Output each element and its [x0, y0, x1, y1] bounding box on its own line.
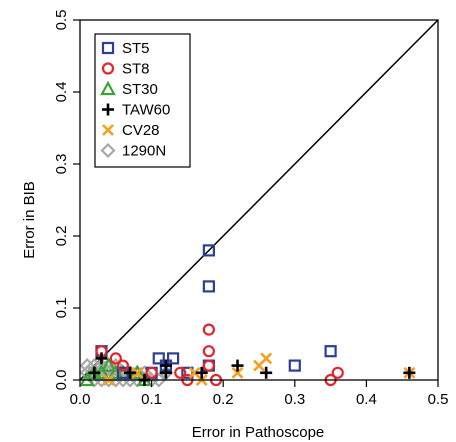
legend-item-st30: ST30	[100, 80, 158, 98]
x-tick-label: 0.4	[356, 391, 377, 408]
x-tick-label: 0.2	[213, 391, 234, 408]
plot-area	[79, 19, 439, 388]
x-tick-label: 0.0	[70, 391, 91, 408]
data-point	[202, 345, 215, 358]
legend-item-cv28: CV28	[102, 122, 160, 139]
data-point	[145, 366, 158, 379]
series-st5	[95, 244, 337, 379]
series-cv28	[102, 352, 416, 386]
legend-label: ST5	[122, 40, 150, 57]
legend-marker	[102, 124, 114, 136]
data-point	[231, 359, 244, 372]
data-point	[166, 352, 180, 365]
x-axis-title: Error in Pathoscope	[192, 424, 325, 441]
legend-item-st8: ST8	[101, 61, 150, 78]
data-point	[260, 366, 273, 379]
axes: 0.0 0.1 0.2 0.3 0.4 0.5 0.0 0.1 0.2 0.3 0.4 0.5	[53, 10, 448, 408]
legend-marker	[101, 62, 115, 75]
legend-box	[94, 33, 191, 168]
y-tick-label: 0.1	[53, 298, 70, 319]
y-tick-label: 0.3	[53, 154, 70, 175]
legend-label: TAW60	[122, 102, 170, 119]
y-tick-label: 0.4	[53, 82, 70, 103]
data-point	[181, 366, 194, 379]
data-point	[202, 359, 215, 372]
plot-frame	[79, 19, 439, 381]
x-tick-label: 0.3	[284, 391, 305, 408]
data-point	[403, 366, 416, 379]
y-tick-label: 0.2	[53, 226, 70, 247]
legend-label: ST8	[122, 61, 150, 78]
reference-line	[79, 19, 439, 381]
data-point	[131, 366, 144, 379]
legend-marker	[101, 41, 115, 55]
x-tick-label: 0.1	[141, 391, 162, 408]
data-point	[202, 323, 215, 336]
data-point	[324, 345, 337, 358]
data-point	[331, 366, 344, 379]
legend-marker	[102, 103, 114, 116]
y-axis-title: Error in BIB	[21, 181, 38, 259]
data-point	[95, 352, 108, 365]
x-tick-label: 0.5	[428, 391, 449, 408]
legend-item-taw60: TAW60	[102, 102, 170, 119]
legend-marker	[100, 80, 116, 96]
data-point	[202, 280, 215, 293]
legend-label: 1290N	[122, 143, 166, 160]
data-point	[109, 352, 122, 365]
data-point	[100, 357, 117, 372]
legend-marker	[100, 142, 116, 159]
data-point	[202, 244, 215, 257]
data-point	[152, 352, 165, 365]
series-taw60	[88, 352, 416, 386]
data-point	[174, 366, 187, 379]
data-point	[195, 366, 208, 379]
y-tick-label: 0.5	[53, 10, 70, 31]
data-point	[260, 352, 273, 365]
legend-label: ST30	[122, 81, 158, 98]
y-tick-label: 0.0	[53, 370, 70, 391]
legend-label: CV28	[122, 122, 160, 139]
legend-item-st5: ST5	[101, 40, 150, 57]
data-point	[88, 366, 101, 379]
data-point	[231, 366, 244, 379]
data-point	[116, 359, 130, 372]
data-point	[288, 359, 301, 372]
legend: ST5 ST8 ST30 TAW60 CV28 1290N	[94, 33, 191, 168]
legend-item-1290n: 1290N	[100, 142, 166, 160]
data-point	[124, 366, 137, 379]
data-point	[159, 366, 172, 379]
